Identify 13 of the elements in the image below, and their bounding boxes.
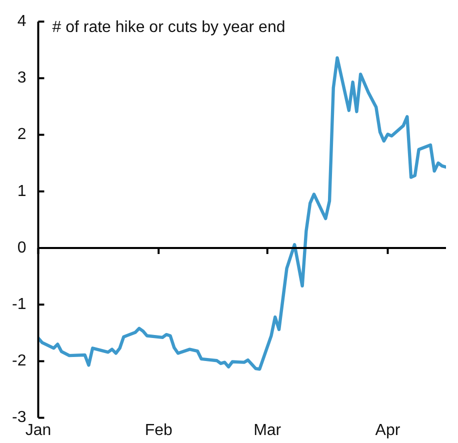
y-tick-label: 3	[17, 70, 26, 87]
y-tick-label: -2	[12, 352, 26, 370]
y-tick-label: 0	[17, 239, 26, 256]
y-tick-label: -1	[12, 296, 26, 314]
x-tick-label: Mar	[254, 422, 282, 439]
y-axis-title: # of rate hike or cuts by year end	[52, 19, 286, 36]
x-tick-label: Jan	[25, 422, 52, 439]
x-tick-label: Feb	[144, 422, 172, 439]
y-tick-label: -3	[12, 409, 26, 426]
y-tick-label: 2	[17, 126, 26, 144]
x-tick-label: Apr	[375, 422, 401, 439]
y-tick-label: 4	[17, 13, 26, 30]
y-tick-label: 1	[17, 182, 26, 200]
